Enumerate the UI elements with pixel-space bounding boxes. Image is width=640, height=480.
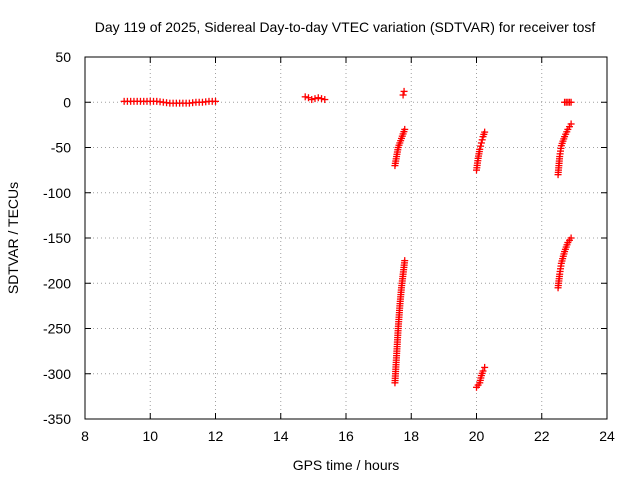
data-points-layer [120, 87, 575, 391]
data-point [212, 97, 219, 105]
data-point [318, 95, 326, 103]
grid-layer [85, 57, 607, 419]
data-point [481, 363, 489, 371]
data-point [479, 367, 487, 375]
y-tick-label: -100 [43, 185, 71, 201]
x-tick-label: 12 [208, 428, 224, 444]
y-tick-label: -250 [43, 321, 71, 337]
x-tick-label: 20 [469, 428, 485, 444]
data-point [400, 87, 408, 95]
data-point [477, 142, 485, 150]
y-tick-label: 50 [55, 49, 71, 65]
chart-title: Day 119 of 2025, Sidereal Day-to-day VTE… [95, 19, 596, 35]
data-point [567, 120, 575, 128]
data-point [478, 136, 486, 144]
y-axis-label: SDTVAR / TECUs [5, 182, 21, 294]
data-point [567, 234, 575, 242]
x-tick-label: 18 [403, 428, 419, 444]
x-tick-label: 22 [534, 428, 550, 444]
x-axis-label: GPS time / hours [293, 457, 400, 473]
tick-layer [84, 56, 608, 420]
y-tick-label: 0 [63, 94, 71, 110]
data-point [399, 91, 407, 99]
x-tick-label: 14 [273, 428, 289, 444]
x-tick-label: 24 [599, 428, 615, 444]
data-point [308, 96, 316, 104]
x-tick-label: 8 [81, 428, 89, 444]
y-tick-label: -300 [43, 366, 71, 382]
data-point [314, 94, 322, 102]
x-tick-labels: 8 10 12 14 16 18 20 22 24 [81, 428, 615, 444]
y-tick-label: -350 [43, 411, 71, 427]
data-point [567, 98, 575, 106]
data-point [311, 95, 319, 103]
data-point [476, 145, 484, 153]
data-point [477, 139, 485, 147]
data-point [301, 93, 309, 101]
x-tick-label: 16 [338, 428, 354, 444]
y-tick-label: -50 [51, 140, 71, 156]
data-point [401, 125, 409, 133]
x-tick-label: 10 [142, 428, 158, 444]
data-point [401, 257, 409, 265]
data-point [321, 96, 329, 104]
y-tick-labels: 50 0 -50 -100 -150 -200 -250 -300 -350 [43, 49, 71, 427]
y-tick-label: -200 [43, 275, 71, 291]
y-tick-label: -150 [43, 230, 71, 246]
data-point [481, 128, 489, 136]
